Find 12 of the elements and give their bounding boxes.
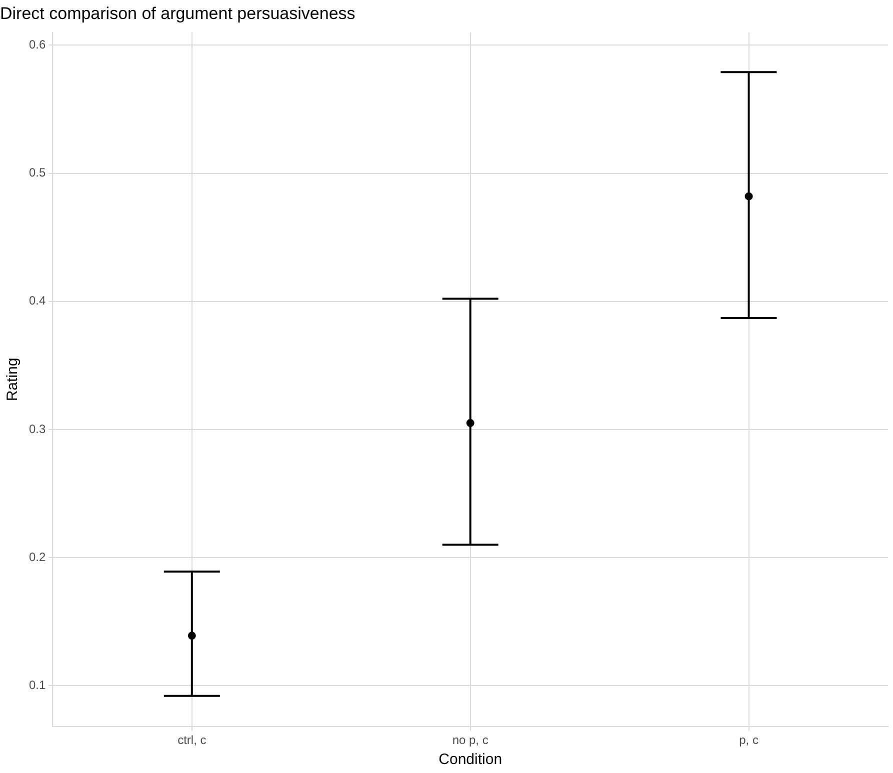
y-tick-label: 0.4 [28, 294, 46, 308]
y-tick-label: 0.3 [28, 422, 46, 436]
x-tick-label: p, c [739, 733, 758, 748]
y-tick-label: 0.5 [28, 166, 46, 180]
chart-title: Direct comparison of argument persuasiveness [0, 4, 356, 23]
x-axis-title: Condition [438, 751, 502, 768]
y-tick-label: 0.6 [28, 38, 46, 52]
x-tick-label: ctrl, c [178, 733, 206, 748]
y-tick-label: 0.2 [28, 550, 46, 564]
y-tick-label: 0.1 [28, 678, 46, 692]
y-axis-title: Rating [4, 358, 22, 402]
x-tick-label: no p, c [452, 733, 488, 748]
